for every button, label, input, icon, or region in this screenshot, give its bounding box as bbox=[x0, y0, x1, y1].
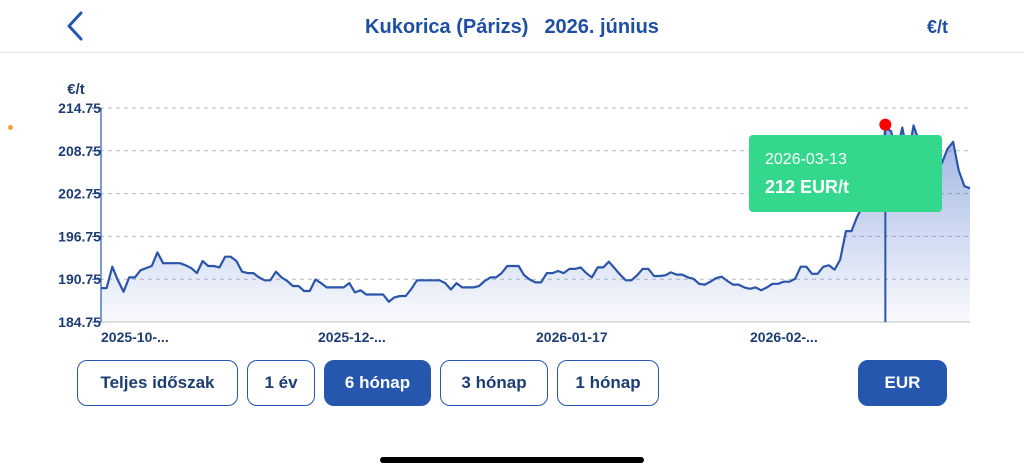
nav-header: Kukorica (Párizs) 2026. június €/t bbox=[0, 0, 1024, 53]
y-tick-label: 214.75 bbox=[58, 100, 101, 116]
tooltip-date: 2026-03-13 bbox=[765, 151, 847, 168]
range-button-all[interactable]: Teljes időszak bbox=[77, 360, 238, 406]
back-button[interactable] bbox=[60, 8, 94, 44]
range-label: 3 hónap bbox=[461, 373, 527, 392]
indicator-dot bbox=[8, 125, 13, 130]
range-button-6m[interactable]: 6 hónap bbox=[324, 360, 431, 406]
unit-button[interactable]: €/t bbox=[926, 17, 948, 37]
y-tick-label: 196.75 bbox=[58, 228, 101, 244]
price-chart[interactable]: 184.75 190.75 196.75 202.75 208.75 214.75 €/t 2… bbox=[0, 52, 1024, 352]
range-button-1y[interactable]: 1 év bbox=[247, 360, 315, 406]
range-button-1m[interactable]: 1 hónap bbox=[557, 360, 659, 406]
chevron-left-icon bbox=[67, 11, 83, 41]
x-tick-label: 2026-01-17 bbox=[536, 329, 608, 345]
y-tick-label: 184.75 bbox=[58, 314, 101, 330]
highlight-point bbox=[879, 118, 892, 131]
currency-label: EUR bbox=[884, 373, 921, 392]
x-tick-label: 2025-12-... bbox=[318, 329, 386, 345]
price-tooltip: 2026-03-13 212 EUR/t bbox=[749, 135, 942, 212]
x-tick-label: 2025-10-... bbox=[101, 329, 169, 345]
home-indicator bbox=[380, 457, 644, 463]
y-axis-label: €/t bbox=[67, 81, 85, 98]
range-label: Teljes időszak bbox=[100, 373, 215, 392]
title-period: 2026. június bbox=[544, 16, 659, 38]
page-title: Kukorica (Párizs) 2026. június bbox=[0, 0, 1024, 52]
x-tick-label: 2026-02-... bbox=[750, 329, 818, 345]
range-label: 1 év bbox=[264, 373, 298, 392]
currency-button[interactable]: EUR bbox=[858, 360, 947, 406]
range-button-3m[interactable]: 3 hónap bbox=[440, 360, 548, 406]
y-tick-label: 190.75 bbox=[58, 271, 101, 287]
range-label: 6 hónap bbox=[344, 373, 411, 392]
y-tick-label: 208.75 bbox=[58, 143, 101, 159]
tooltip-value: 212 EUR/t bbox=[765, 177, 850, 197]
title-product: Kukorica (Párizs) bbox=[365, 16, 529, 38]
y-tick-label: 202.75 bbox=[58, 186, 101, 202]
series-line bbox=[101, 124, 971, 303]
range-label: 1 hónap bbox=[575, 373, 641, 392]
